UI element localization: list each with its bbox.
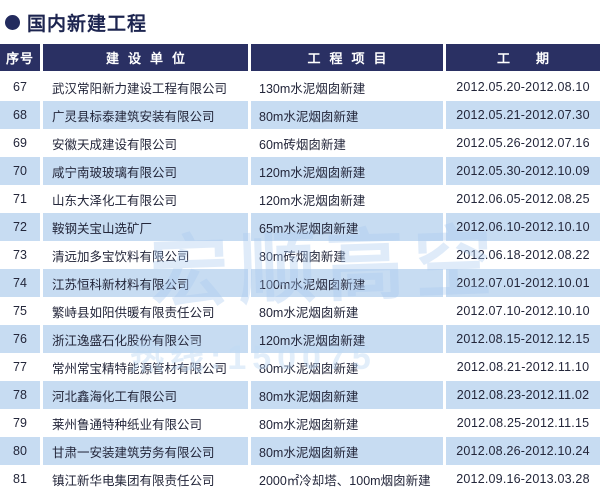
row-date: 2012.07.01-2012.10.01 xyxy=(446,269,600,297)
row-date: 2012.05.26-2012.07.16 xyxy=(456,136,590,150)
row-project: 65m水泥烟囱新建 xyxy=(251,213,443,241)
table-row: 70 咸宁南玻玻璃有限公司 120m水泥烟囱新建 2012.05.30-2012.10… xyxy=(0,157,600,185)
row-project: 80m水泥烟囱新建 xyxy=(259,417,359,432)
row-company: 安徽天成建设有限公司 xyxy=(52,137,178,152)
row-date: 2012.08.23-2012.11.02 xyxy=(446,381,600,409)
row-seq: 81 xyxy=(13,472,27,486)
row-date: 2012.08.26-2012.10.24 xyxy=(446,437,600,465)
row-project: 2000㎡冷却塔、100m烟囱新建 xyxy=(259,473,431,488)
row-company: 镇江新华电集团有限责任公司 xyxy=(52,473,215,488)
row-seq: 67 xyxy=(13,80,27,94)
row-project: 80m水泥烟囱新建 xyxy=(251,437,443,465)
row-seq: 79 xyxy=(13,416,27,430)
row-project: 100m水泥烟囱新建 xyxy=(251,269,443,297)
row-company: 广灵县标泰建筑安装有限公司 xyxy=(43,101,248,129)
row-company: 清远加多宝饮料有限公司 xyxy=(52,249,190,264)
table-row: 81 镇江新华电集团有限责任公司 2000㎡冷却塔、100m烟囱新建 2012.09.… xyxy=(0,465,600,493)
row-company: 甘肃一安装建筑劳务有限公司 xyxy=(43,437,248,465)
row-project: 120m水泥烟囱新建 xyxy=(251,325,443,353)
column-header-seq: 序号 xyxy=(0,44,40,71)
row-seq: 77 xyxy=(13,360,27,374)
row-seq: 72 xyxy=(0,213,40,241)
row-company: 咸宁南玻玻璃有限公司 xyxy=(43,157,248,185)
row-date: 2012.05.30-2012.10.09 xyxy=(446,157,600,185)
table-row: 76 浙江逸盛石化股份有限公司 120m水泥烟囱新建 2012.08.15-2012.… xyxy=(0,325,600,353)
table-row: 79 莱州鲁通特种纸业有限公司 80m水泥烟囱新建 2012.08.25-2012.1… xyxy=(0,409,600,437)
row-company: 河北鑫海化工有限公司 xyxy=(43,381,248,409)
table-row: 72 鞍钢关宝山选矿厂 65m水泥烟囱新建 2012.06.10-2012.10.10 xyxy=(0,213,600,241)
row-project: 80m水泥烟囱新建 xyxy=(259,305,359,320)
table-row: 73 清远加多宝饮料有限公司 80m砖烟囱新建 2012.06.18-2012.08.… xyxy=(0,241,600,269)
bullet-icon xyxy=(5,14,20,30)
row-project: 80m水泥烟囱新建 xyxy=(251,381,443,409)
table-row: 80 甘肃一安装建筑劳务有限公司 80m水泥烟囱新建 2012.08.26-2012.… xyxy=(0,437,600,465)
row-project: 130m水泥烟囱新建 xyxy=(259,81,366,96)
row-date: 2012.08.25-2012.11.15 xyxy=(456,416,590,430)
table-row: 74 江苏恒科新材料有限公司 100m水泥烟囱新建 2012.07.01-2012.1… xyxy=(0,269,600,297)
row-company: 江苏恒科新材料有限公司 xyxy=(43,269,248,297)
table-row: 71 山东大泽化工有限公司 120m水泥烟囱新建 2012.06.05-2012.08… xyxy=(0,185,600,213)
row-date: 2012.06.10-2012.10.10 xyxy=(446,213,600,241)
row-seq: 80 xyxy=(0,437,40,465)
table-row: 77 常州常宝精特能源管材有限公司 80m水泥烟囱新建 2012.08.21-2012… xyxy=(0,353,600,381)
row-date: 2012.06.18-2012.08.22 xyxy=(456,248,590,262)
section-title-row: 国内新建工程 xyxy=(0,0,600,43)
table-row: 67 武汉常阳新力建设工程有限公司 130m水泥烟囱新建 2012.05.20-201… xyxy=(0,73,600,101)
row-company: 鞍钢关宝山选矿厂 xyxy=(43,213,248,241)
row-seq: 69 xyxy=(13,136,27,150)
row-date: 2012.08.15-2012.12.15 xyxy=(446,325,600,353)
row-seq: 68 xyxy=(0,101,40,129)
row-seq: 75 xyxy=(13,304,27,318)
table-row: 68 广灵县标泰建筑安装有限公司 80m水泥烟囱新建 2012.05.21-2012.… xyxy=(0,101,600,129)
row-date: 2012.06.05-2012.08.25 xyxy=(456,192,590,206)
row-seq: 73 xyxy=(13,248,27,262)
row-project: 80m砖烟囱新建 xyxy=(259,249,346,264)
table-row: 69 安徽天成建设有限公司 60m砖烟囱新建 2012.05.26-2012.07.1… xyxy=(0,129,600,157)
row-project: 60m砖烟囱新建 xyxy=(259,137,346,152)
row-project: 80m水泥烟囱新建 xyxy=(251,101,443,129)
column-header-company: 建设单位 xyxy=(43,44,248,71)
row-seq: 74 xyxy=(0,269,40,297)
column-header-project: 工程项目 xyxy=(251,44,443,71)
table-header: 序号 建设单位 工程项目 工期 xyxy=(0,44,600,71)
row-project: 80m水泥烟囱新建 xyxy=(259,361,359,376)
row-seq: 70 xyxy=(0,157,40,185)
table-row: 78 河北鑫海化工有限公司 80m水泥烟囱新建 2012.08.23-2012.11.… xyxy=(0,381,600,409)
page-title: 国内新建工程 xyxy=(27,13,148,35)
table-body: 67 武汉常阳新力建设工程有限公司 130m水泥烟囱新建 2012.05.20-201… xyxy=(0,73,600,493)
column-header-date: 工期 xyxy=(446,44,600,71)
row-seq: 76 xyxy=(0,325,40,353)
row-seq: 78 xyxy=(0,381,40,409)
row-company: 繁峙县如阳供暖有限责任公司 xyxy=(52,305,215,320)
row-date: 2012.05.20-2012.08.10 xyxy=(456,80,590,94)
table-row: 75 繁峙县如阳供暖有限责任公司 80m水泥烟囱新建 2012.07.10-2012.… xyxy=(0,297,600,325)
row-company: 武汉常阳新力建设工程有限公司 xyxy=(52,81,228,96)
row-company: 莱州鲁通特种纸业有限公司 xyxy=(52,417,203,432)
row-date: 2012.08.21-2012.11.10 xyxy=(456,360,590,374)
row-company: 浙江逸盛石化股份有限公司 xyxy=(43,325,248,353)
row-date: 2012.05.21-2012.07.30 xyxy=(446,101,600,129)
row-date: 2012.07.10-2012.10.10 xyxy=(456,304,590,318)
row-company: 常州常宝精特能源管材有限公司 xyxy=(52,361,228,376)
row-company: 山东大泽化工有限公司 xyxy=(52,193,178,208)
row-seq: 71 xyxy=(13,192,27,206)
row-project: 120m水泥烟囱新建 xyxy=(259,193,366,208)
row-project: 120m水泥烟囱新建 xyxy=(251,157,443,185)
row-date: 2012.09.16-2013.03.28 xyxy=(456,472,590,486)
